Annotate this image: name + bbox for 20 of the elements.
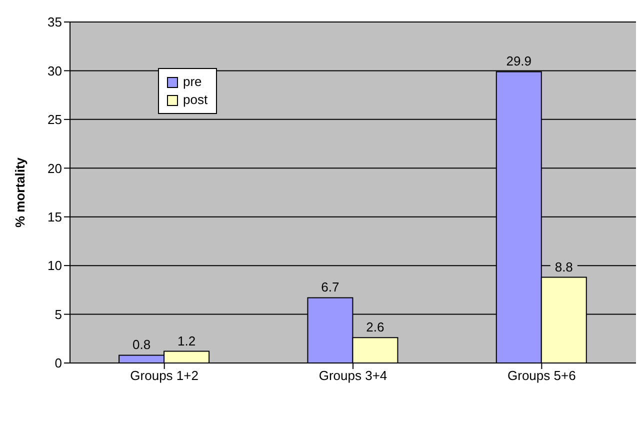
y-tick-label: 35 [48, 14, 62, 30]
y-tick-label: 30 [48, 63, 62, 78]
x-tick-label: Groups 5+6 [508, 368, 576, 384]
data-label: 0.8 [132, 337, 151, 352]
y-tick-label: 5 [54, 306, 62, 322]
data-label: 2.6 [366, 320, 384, 335]
x-tick-label: Groups 3+4 [318, 368, 388, 384]
y-tick-label: 0 [54, 356, 62, 371]
y-tick-label: 15 [48, 209, 62, 224]
data-label: 8.8 [554, 259, 573, 274]
data-label: 6.7 [321, 280, 340, 295]
legend-label: post [183, 91, 208, 109]
y-tick-label: 20 [48, 160, 62, 176]
data-label: 29.9 [506, 54, 532, 69]
y-tick-label: 25 [48, 112, 62, 128]
x-tick-label: Groups 1+2 [130, 368, 198, 384]
legend-label: pre [183, 73, 202, 91]
y-axis-title: % mortality [12, 156, 28, 228]
y-tick-label: 10 [48, 258, 62, 274]
data-label: 1.2 [178, 333, 196, 348]
